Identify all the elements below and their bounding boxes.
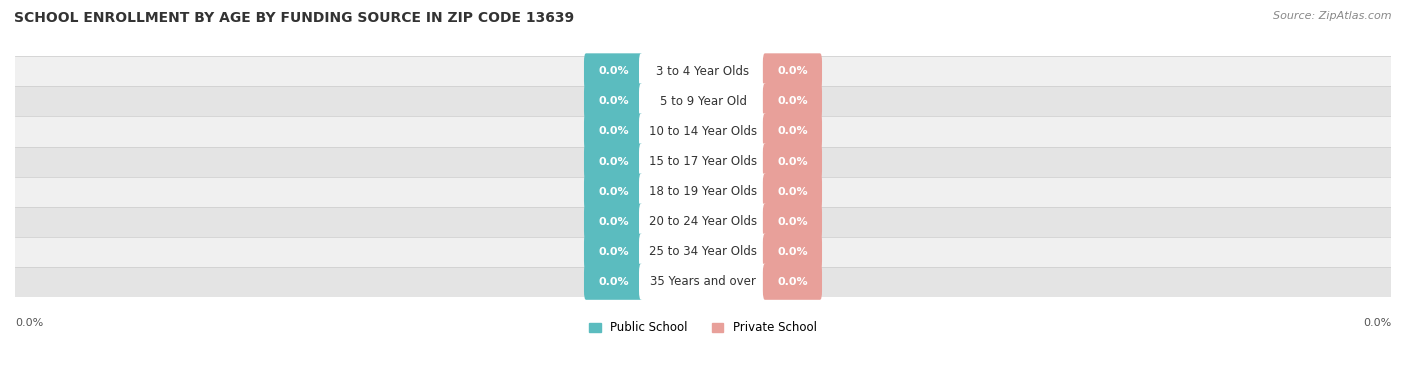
FancyBboxPatch shape [638, 234, 768, 270]
FancyBboxPatch shape [763, 204, 823, 240]
Text: 0.0%: 0.0% [778, 247, 808, 257]
FancyBboxPatch shape [583, 53, 643, 89]
Text: 0.0%: 0.0% [778, 277, 808, 287]
Text: 0.0%: 0.0% [778, 66, 808, 77]
FancyBboxPatch shape [763, 264, 823, 300]
FancyBboxPatch shape [583, 204, 643, 240]
Bar [15, 176, 1391, 207]
FancyBboxPatch shape [763, 234, 823, 270]
Bar [15, 237, 1391, 267]
Bar [15, 147, 1391, 176]
FancyBboxPatch shape [638, 113, 768, 150]
Text: 0.0%: 0.0% [778, 156, 808, 167]
FancyBboxPatch shape [638, 173, 768, 210]
FancyBboxPatch shape [763, 113, 823, 150]
Text: 0.0%: 0.0% [598, 126, 628, 136]
Text: 0.0%: 0.0% [598, 277, 628, 287]
FancyBboxPatch shape [763, 173, 823, 210]
Text: 0.0%: 0.0% [15, 318, 44, 328]
Text: 0.0%: 0.0% [598, 187, 628, 196]
Text: 0.0%: 0.0% [598, 247, 628, 257]
Text: 15 to 17 Year Olds: 15 to 17 Year Olds [650, 155, 756, 168]
FancyBboxPatch shape [583, 113, 643, 150]
Bar [15, 207, 1391, 237]
Text: 0.0%: 0.0% [598, 97, 628, 106]
Bar [15, 267, 1391, 297]
FancyBboxPatch shape [638, 204, 768, 240]
FancyBboxPatch shape [583, 264, 643, 300]
Text: 3 to 4 Year Olds: 3 to 4 Year Olds [657, 65, 749, 78]
FancyBboxPatch shape [638, 144, 768, 179]
Text: 10 to 14 Year Olds: 10 to 14 Year Olds [650, 125, 756, 138]
Text: 35 Years and over: 35 Years and over [650, 275, 756, 288]
Text: 0.0%: 0.0% [778, 126, 808, 136]
FancyBboxPatch shape [583, 144, 643, 179]
Legend: Public School, Private School: Public School, Private School [589, 321, 817, 334]
Bar [15, 86, 1391, 116]
Bar [15, 116, 1391, 147]
FancyBboxPatch shape [583, 234, 643, 270]
Text: 5 to 9 Year Old: 5 to 9 Year Old [659, 95, 747, 108]
Text: 20 to 24 Year Olds: 20 to 24 Year Olds [650, 215, 756, 228]
FancyBboxPatch shape [763, 83, 823, 120]
FancyBboxPatch shape [583, 83, 643, 120]
Text: 18 to 19 Year Olds: 18 to 19 Year Olds [650, 185, 756, 198]
Text: 25 to 34 Year Olds: 25 to 34 Year Olds [650, 245, 756, 258]
Text: SCHOOL ENROLLMENT BY AGE BY FUNDING SOURCE IN ZIP CODE 13639: SCHOOL ENROLLMENT BY AGE BY FUNDING SOUR… [14, 11, 574, 25]
Text: 0.0%: 0.0% [598, 156, 628, 167]
Text: 0.0%: 0.0% [1362, 318, 1391, 328]
FancyBboxPatch shape [638, 264, 768, 300]
Text: Source: ZipAtlas.com: Source: ZipAtlas.com [1274, 11, 1392, 21]
Text: 0.0%: 0.0% [598, 66, 628, 77]
Text: 0.0%: 0.0% [778, 187, 808, 196]
Text: 0.0%: 0.0% [778, 97, 808, 106]
FancyBboxPatch shape [763, 144, 823, 179]
Text: 0.0%: 0.0% [598, 217, 628, 227]
Text: 0.0%: 0.0% [778, 217, 808, 227]
FancyBboxPatch shape [763, 53, 823, 89]
FancyBboxPatch shape [638, 83, 768, 120]
FancyBboxPatch shape [638, 53, 768, 89]
FancyBboxPatch shape [583, 173, 643, 210]
Bar [15, 56, 1391, 86]
